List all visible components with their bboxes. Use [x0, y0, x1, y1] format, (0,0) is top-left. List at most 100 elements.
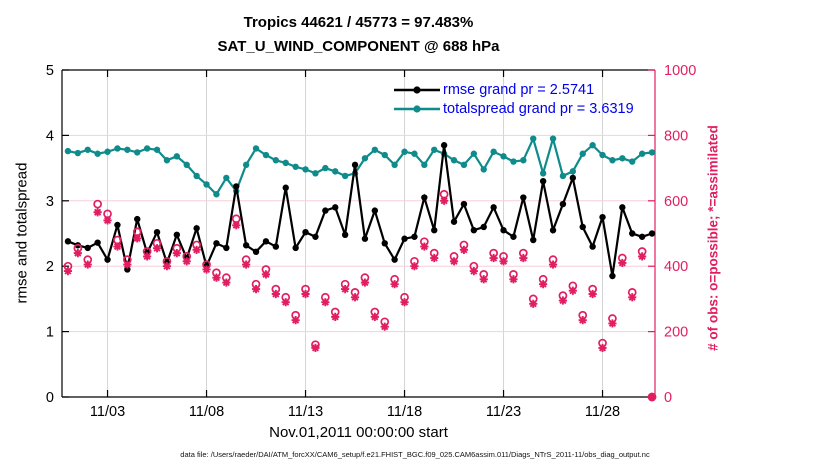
obs-assimilated-marker — [529, 299, 538, 308]
legend-row-rmse: rmse grand pr = 2.5741 — [394, 80, 634, 99]
rmse-series — [64, 142, 656, 280]
totalspread-line-marker-icon — [394, 104, 440, 113]
chart-title-line1: Tropics 44621 / 45773 = 97.483% — [243, 14, 474, 31]
right-y-tick-label: 400 — [664, 259, 688, 275]
left-y-tick-label: 0 — [46, 390, 54, 406]
obs-assimilated-marker — [420, 242, 429, 251]
left-y-tick-label: 4 — [46, 128, 54, 144]
obs-assimilated-marker — [162, 262, 172, 271]
obs-assimilated-marker — [103, 216, 112, 225]
obs-assimilated-marker — [63, 267, 73, 276]
obs-assimilated-marker — [152, 244, 162, 253]
obs-possible-marker — [93, 199, 102, 209]
legend-row-totalspread: totalspread grand pr = 3.6319 — [394, 99, 634, 118]
obs-assimilated-marker — [628, 293, 637, 302]
x-axis-label: Nov.01,2011 00:00:00 start — [269, 424, 448, 441]
x-tick-label: 11/03 — [90, 404, 125, 420]
obs-assimilated-marker — [479, 275, 488, 284]
obs-assimilated-marker — [430, 253, 439, 263]
obs-assimilated-marker — [73, 249, 82, 258]
axes-box — [61, 69, 656, 398]
obs-assimilated-marker — [410, 262, 419, 271]
obs-assimilated-marker — [93, 208, 102, 217]
axis-ticks — [62, 69, 655, 398]
left-y-tick-label: 5 — [46, 63, 54, 79]
obs-assimilated-marker — [638, 252, 647, 261]
right-y-tick-label: 200 — [664, 325, 688, 341]
obs-assimilated-marker — [301, 289, 310, 299]
right-y-tick-label: 600 — [664, 194, 688, 210]
obs-assimilated-marker — [440, 196, 449, 205]
x-tick-label: 11/08 — [189, 404, 224, 420]
legend-label-rmse: rmse grand pr = 2.5741 — [443, 81, 595, 98]
obs-assimilated-marker — [271, 289, 280, 299]
obs-assimilated-marker — [578, 316, 587, 325]
obs-assimilated-marker — [133, 234, 142, 243]
obs-assimilated-marker — [499, 257, 508, 266]
obs-assimilated-marker — [123, 260, 132, 269]
left-y-axis-label: rmse and totalspread — [13, 162, 31, 304]
obs-assimilated-marker — [390, 280, 399, 289]
obs-assimilated-marker — [618, 258, 627, 268]
obs-assimilated-marker — [232, 221, 241, 230]
obs-assimilated-marker — [311, 343, 320, 353]
obs-assimilated-marker — [182, 257, 191, 266]
obs-assimilated-marker — [321, 298, 330, 307]
data-file-path: data file: /Users/raeder/DAI/ATM_forcXX/… — [180, 450, 650, 459]
totalspread-series — [64, 134, 656, 198]
obs-assimilated-marker — [489, 253, 498, 263]
obs-assimilated-marker — [459, 245, 469, 254]
obs-assimilated-marker — [113, 242, 122, 251]
obs-assimilated-marker — [172, 249, 181, 258]
axis-tick-labels: 0 1 2 3 4 5 0 200 400 600 800 1000 11/03 11/08 11/13 11… — [46, 63, 696, 420]
legend-label-totalspread: totalspread grand pr = 3.6319 — [443, 100, 634, 117]
obs-assimilated-marker — [291, 316, 300, 325]
obs-assimilated-marker — [202, 265, 211, 274]
obs-assimilated-marker — [509, 275, 518, 284]
obs-assimilated-marker — [261, 270, 271, 279]
obs-assimilated-marker — [281, 298, 290, 307]
obs-assimilated-marker — [608, 319, 617, 328]
x-tick-label: 11/13 — [288, 404, 323, 420]
obs-assimilated-marker — [539, 280, 548, 289]
obs-assimilated-marker — [143, 252, 152, 261]
x-tick-label: 11/23 — [486, 404, 521, 420]
x-tick-label: 11/28 — [585, 404, 620, 420]
obs-assimilated-marker — [519, 253, 528, 263]
obs-assimilated-marker — [647, 392, 657, 402]
obs-assimilated-marker — [83, 260, 92, 269]
obs-assimilated-marker — [370, 312, 379, 321]
obs-assimilated-marker — [341, 284, 350, 294]
obs-assimilated-marker — [331, 312, 340, 321]
obs-assimilated-marker — [598, 343, 607, 353]
obs-assimilated-marker — [469, 267, 478, 276]
rmse-line-marker-icon — [394, 85, 440, 94]
obs-assimilated-marker — [251, 284, 261, 294]
obs-assimilated-marker — [212, 273, 221, 282]
x-tick-label: 11/18 — [387, 404, 422, 420]
left-y-tick-label: 3 — [46, 194, 54, 210]
obs-assimilated-marker — [192, 245, 201, 254]
left-y-tick-label: 1 — [46, 325, 54, 341]
legend: rmse grand pr = 2.5741 totalspread grand… — [394, 80, 634, 118]
obs-count-markers — [63, 189, 657, 402]
obs-assimilated-marker — [588, 289, 597, 299]
left-y-tick-label: 2 — [46, 259, 54, 275]
obs-assimilated-marker — [242, 260, 251, 269]
obs-assimilated-marker — [380, 322, 389, 331]
obs-assimilated-marker — [222, 278, 231, 287]
obs-assimilated-marker — [548, 260, 558, 269]
gridlines — [62, 70, 655, 397]
obs-assimilated-marker — [449, 257, 459, 266]
chart-title-line2: SAT_U_WIND_COMPONENT @ 688 hPa — [217, 38, 500, 55]
obs-assimilated-marker — [558, 296, 568, 305]
obs-assimilated-marker — [360, 278, 370, 287]
right-y-tick-label: 800 — [664, 128, 688, 144]
obs-assimilated-marker — [350, 293, 360, 302]
obs-assimilated-marker — [400, 298, 409, 307]
right-y-axis-label: # of obs: o=possible; *=assimilated — [705, 125, 721, 351]
obs-assimilated-marker — [568, 286, 577, 295]
right-y-tick-label: 1000 — [664, 63, 696, 79]
